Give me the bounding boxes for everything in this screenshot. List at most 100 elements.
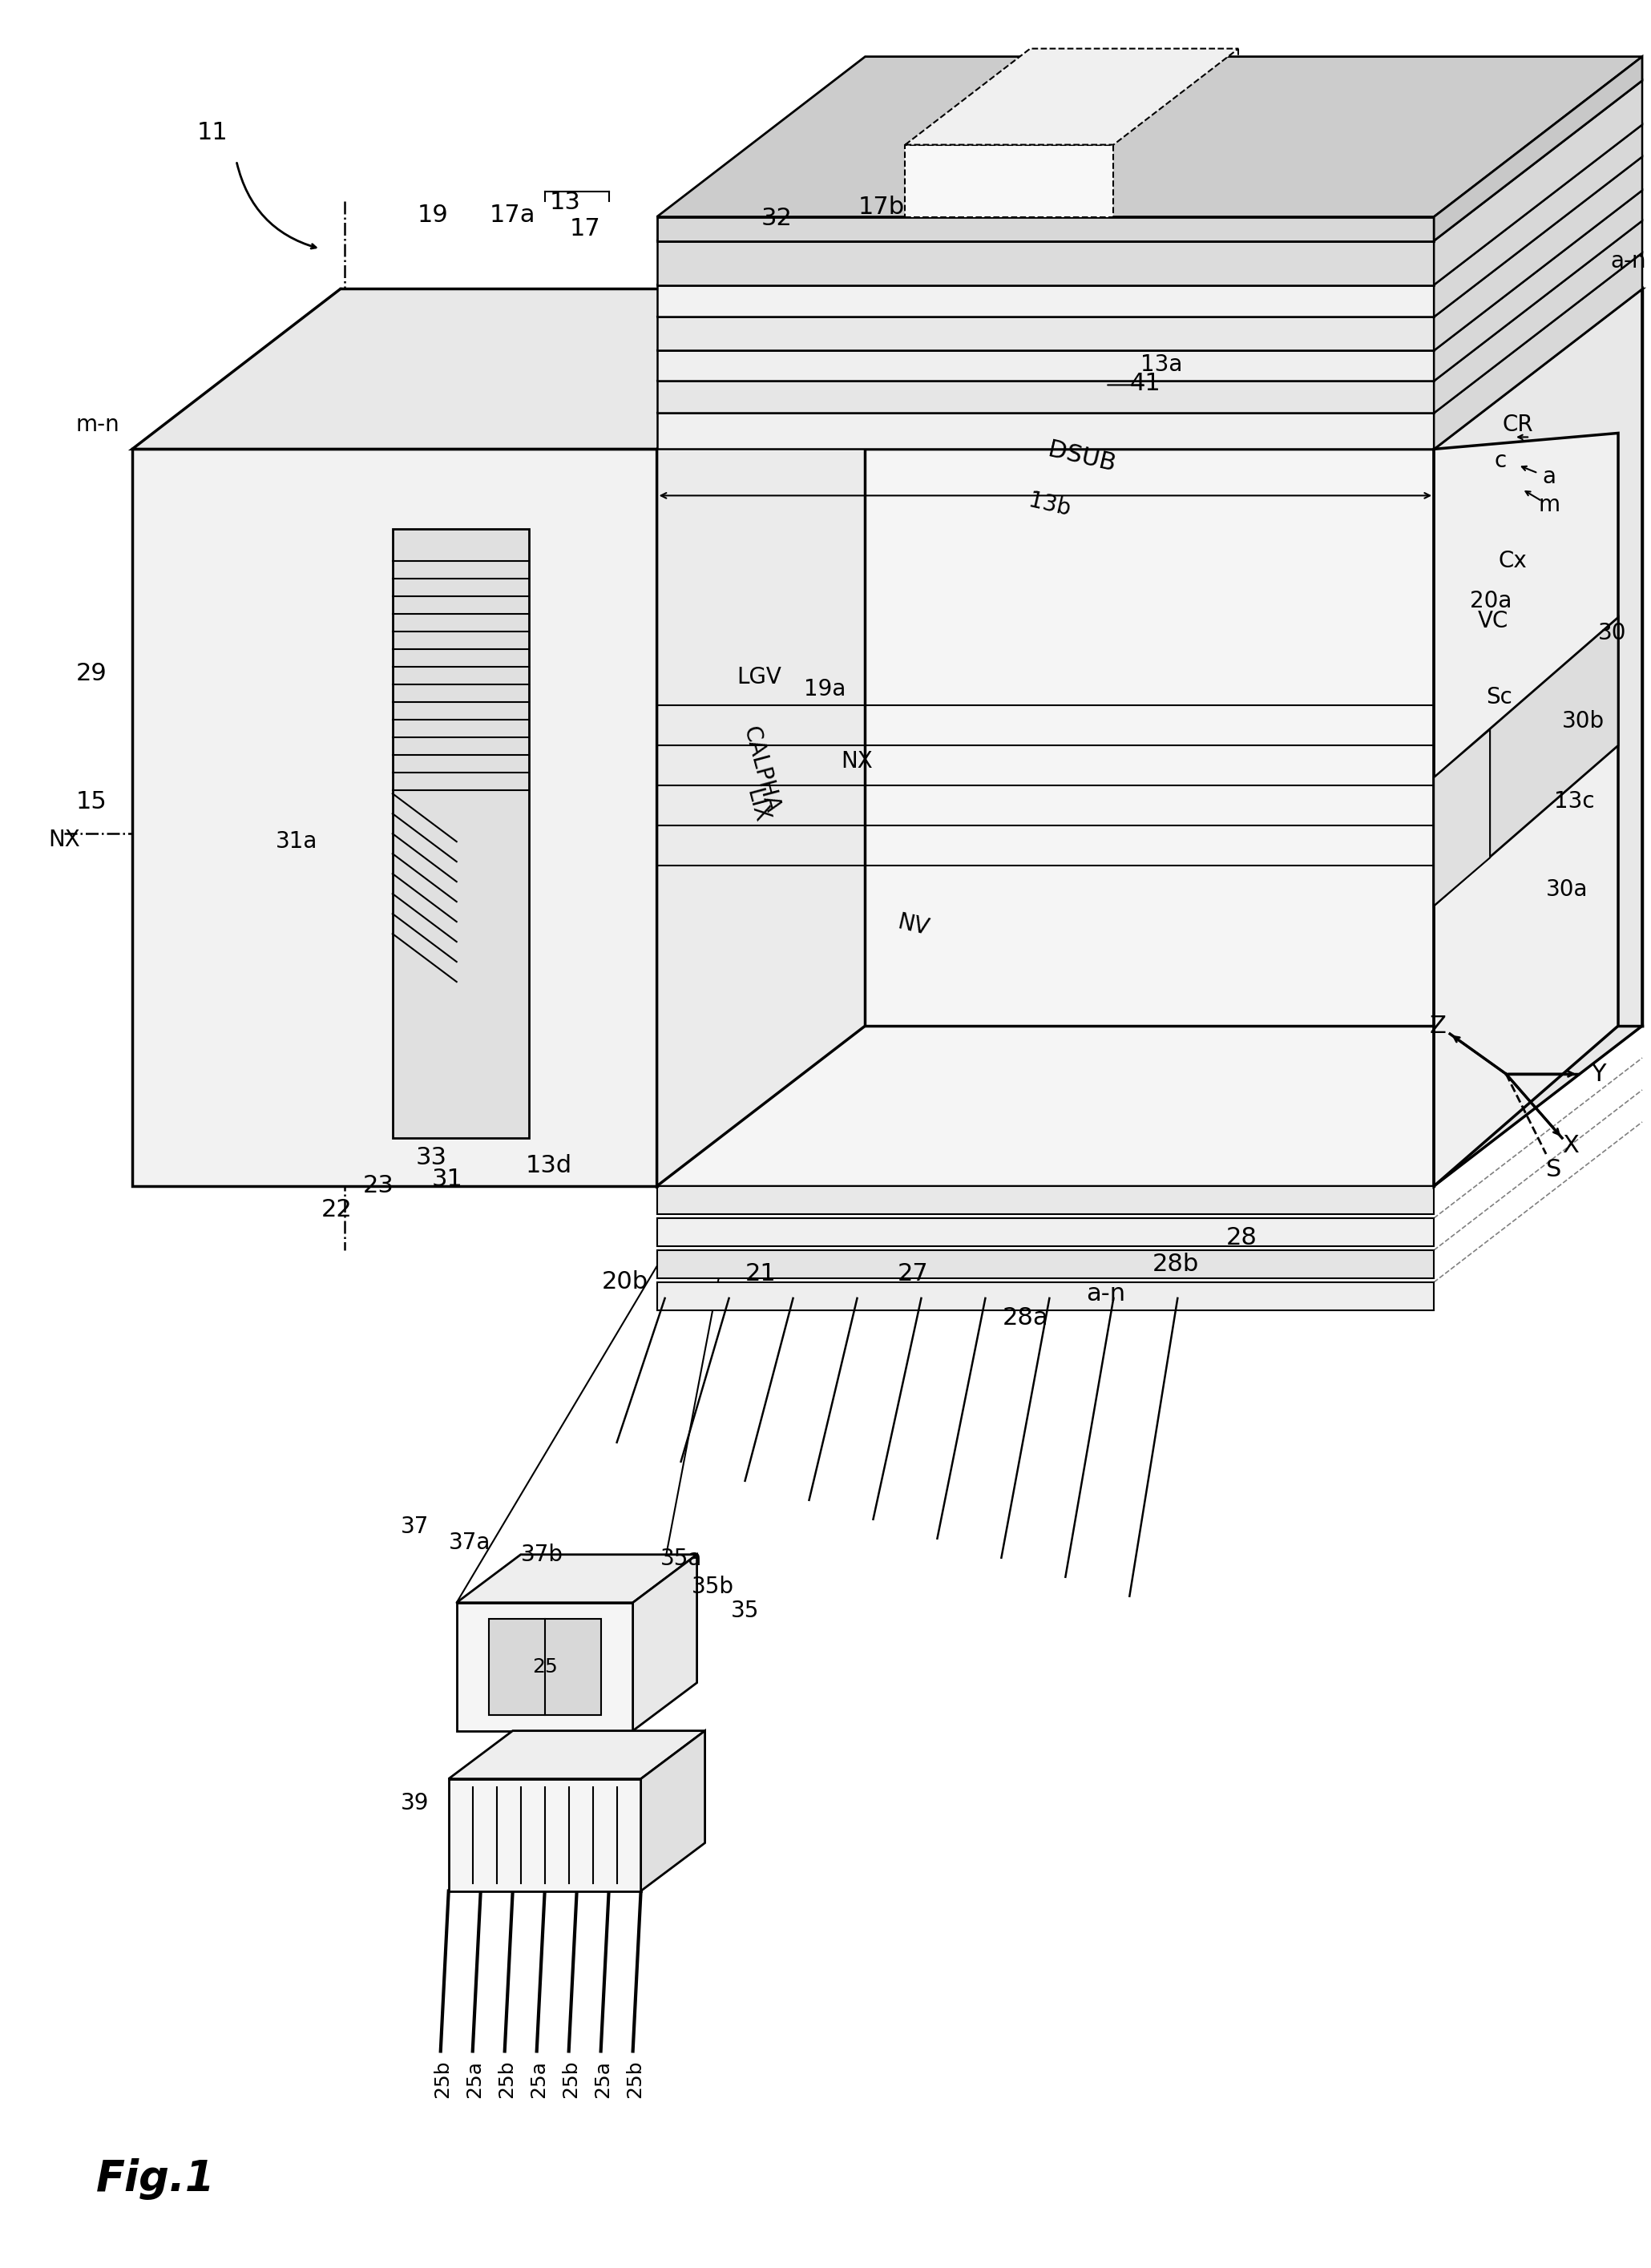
Polygon shape <box>449 1778 641 1892</box>
Text: 25b: 25b <box>433 2059 452 2098</box>
Text: 31: 31 <box>431 1168 462 1191</box>
Text: 19a: 19a <box>804 678 845 701</box>
Text: Cx: Cx <box>1497 551 1527 572</box>
Text: 35a: 35a <box>660 1547 702 1569</box>
Text: NX: NX <box>842 751 873 773</box>
Text: 17a: 17a <box>490 204 535 227</box>
Text: 37b: 37b <box>520 1542 563 1565</box>
Polygon shape <box>657 288 1643 449</box>
Polygon shape <box>1435 288 1643 1186</box>
Polygon shape <box>657 220 1643 381</box>
Polygon shape <box>657 191 1643 352</box>
Text: 13b: 13b <box>1027 490 1073 522</box>
Text: 13a: 13a <box>1141 354 1182 376</box>
Text: 25a: 25a <box>593 2059 613 2098</box>
Text: 13c: 13c <box>1554 789 1595 812</box>
Text: VC: VC <box>1478 610 1509 633</box>
Polygon shape <box>393 528 528 1139</box>
Polygon shape <box>449 1730 705 1778</box>
Polygon shape <box>489 1619 601 1715</box>
Polygon shape <box>657 125 1643 286</box>
Text: 13: 13 <box>550 191 581 213</box>
Text: 28: 28 <box>1227 1227 1258 1250</box>
Text: 23: 23 <box>363 1175 393 1198</box>
Text: 31a: 31a <box>276 830 317 853</box>
Text: DSUB: DSUB <box>1045 438 1118 476</box>
Polygon shape <box>657 413 1435 449</box>
Polygon shape <box>657 1218 1435 1245</box>
Text: 35: 35 <box>731 1599 759 1622</box>
Text: c: c <box>1494 449 1506 472</box>
Polygon shape <box>657 352 1435 381</box>
Text: LIX: LIX <box>741 787 773 826</box>
Polygon shape <box>1435 220 1643 413</box>
Text: 25b: 25b <box>497 2059 515 2098</box>
Text: 25: 25 <box>532 1658 558 1676</box>
Text: 25b: 25b <box>624 2059 644 2098</box>
Text: 30b: 30b <box>1562 710 1605 733</box>
Text: 27: 27 <box>898 1263 930 1286</box>
Text: Y: Y <box>1590 1061 1605 1086</box>
Polygon shape <box>1435 156 1643 352</box>
Text: 25b: 25b <box>561 2059 580 2098</box>
Polygon shape <box>657 288 865 1186</box>
Polygon shape <box>657 449 1435 1186</box>
Polygon shape <box>1435 125 1643 318</box>
Text: 30a: 30a <box>1545 878 1588 900</box>
Polygon shape <box>1435 617 1618 905</box>
Text: CALPHA: CALPHA <box>738 723 783 814</box>
Text: a: a <box>1542 465 1555 488</box>
Text: 17b: 17b <box>859 195 905 218</box>
Text: NX: NX <box>48 828 79 850</box>
Polygon shape <box>1435 252 1643 449</box>
Polygon shape <box>905 145 1113 218</box>
Text: 35b: 35b <box>692 1576 735 1597</box>
Polygon shape <box>132 288 865 449</box>
Polygon shape <box>657 57 1643 218</box>
Text: m-n: m-n <box>76 413 121 435</box>
Polygon shape <box>905 48 1238 145</box>
Polygon shape <box>1435 433 1618 1186</box>
Text: X: X <box>1562 1134 1578 1157</box>
Polygon shape <box>657 381 1435 413</box>
Text: 20a: 20a <box>1469 590 1512 612</box>
Text: 41: 41 <box>1129 372 1161 395</box>
Text: 32: 32 <box>761 206 792 229</box>
Text: 28a: 28a <box>1002 1306 1048 1329</box>
Polygon shape <box>1435 730 1489 905</box>
Polygon shape <box>457 1554 697 1603</box>
Text: 17: 17 <box>570 218 601 240</box>
Text: a-n: a-n <box>1086 1284 1126 1306</box>
Text: Z: Z <box>1430 1014 1446 1036</box>
Polygon shape <box>657 240 1435 286</box>
Text: 33: 33 <box>416 1145 447 1170</box>
Text: 37: 37 <box>401 1515 429 1538</box>
Text: a-n: a-n <box>1610 249 1646 272</box>
Polygon shape <box>641 1730 705 1892</box>
Polygon shape <box>457 1603 632 1730</box>
Polygon shape <box>1435 57 1643 240</box>
Polygon shape <box>1435 82 1643 286</box>
Text: LGV: LGV <box>736 667 783 689</box>
Polygon shape <box>657 82 1643 240</box>
Text: 20b: 20b <box>601 1270 649 1293</box>
Text: 25a: 25a <box>528 2059 548 2098</box>
Polygon shape <box>657 1186 1435 1213</box>
Polygon shape <box>657 252 1643 413</box>
Text: 11: 11 <box>196 120 228 145</box>
Text: m: m <box>1539 494 1560 517</box>
Polygon shape <box>132 449 657 1186</box>
Text: 39: 39 <box>401 1792 429 1814</box>
Text: Fig.1: Fig.1 <box>96 2159 215 2200</box>
Text: 25a: 25a <box>464 2059 484 2098</box>
Polygon shape <box>632 1554 697 1730</box>
Polygon shape <box>657 1250 1435 1279</box>
Text: 30: 30 <box>1598 621 1626 644</box>
Text: 15: 15 <box>76 789 107 814</box>
Text: Sc: Sc <box>1486 687 1512 708</box>
Text: CR: CR <box>1502 413 1534 435</box>
Text: 13d: 13d <box>525 1154 571 1177</box>
Text: NV: NV <box>895 912 931 941</box>
Polygon shape <box>657 218 1435 240</box>
Text: 37a: 37a <box>449 1531 490 1554</box>
